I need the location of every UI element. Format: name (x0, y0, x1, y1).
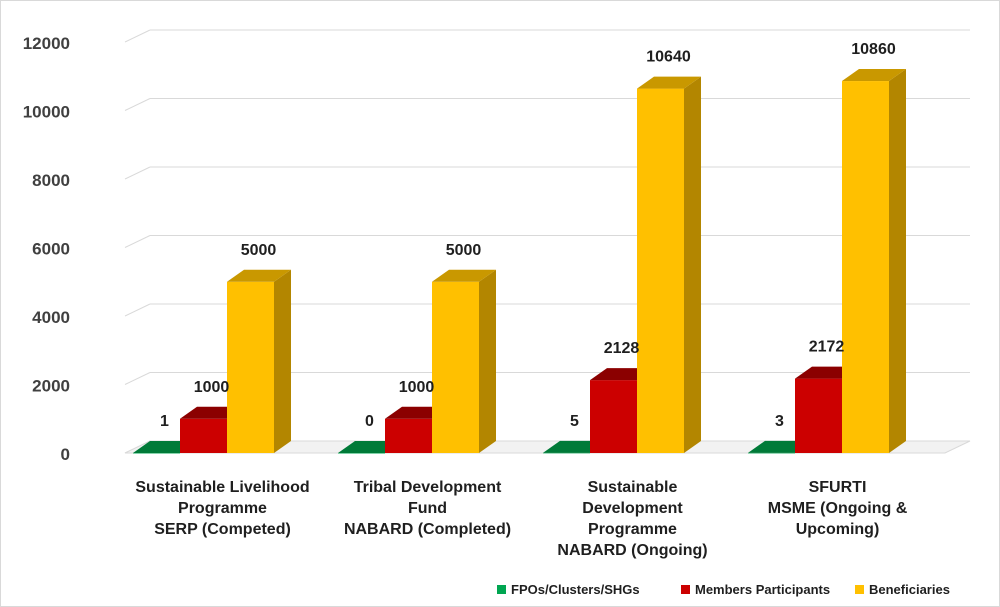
bar-top (637, 76, 701, 89)
gridline-edge (124, 29, 151, 43)
category-label-line: MSME (Ongoing & (768, 500, 908, 517)
data-label: 5000 (446, 242, 482, 259)
bars (133, 69, 906, 454)
bar (432, 269, 496, 453)
bar-front (842, 81, 889, 454)
category-label-line: Development (582, 500, 683, 517)
bar-front (432, 281, 479, 453)
y-tick-label: 8000 (32, 171, 70, 190)
data-label: 2172 (809, 339, 845, 356)
category-label: SFURTI MSME (Ongoing & Upcoming) (768, 479, 908, 538)
gridline-edge (124, 98, 151, 111)
bar (227, 269, 291, 453)
legend-item: Beneficiaries (855, 582, 950, 597)
y-tick-label: 10000 (23, 103, 70, 122)
bar-top (227, 269, 291, 282)
category-labels: Sustainable Livelihood Programme SERP (Com… (135, 479, 907, 559)
bar-side (684, 76, 701, 453)
legend-swatch (497, 585, 506, 594)
gridline-edge (124, 372, 151, 385)
bar-front (133, 452, 180, 454)
gridline-edge (124, 303, 151, 317)
legend-swatch (855, 585, 864, 594)
data-label: 1000 (194, 379, 230, 396)
data-label: 1000 (399, 379, 435, 396)
legend-item: Members Participants (681, 582, 830, 597)
gridline-edge (124, 166, 151, 180)
legend-label: Members Participants (695, 582, 830, 597)
legend-label: FPOs/Clusters/SHGs (511, 582, 640, 597)
y-tick-label: 12000 (23, 34, 70, 53)
gridline-edge (124, 235, 151, 248)
legend: FPOs/Clusters/SHGs Members Participants Be… (497, 582, 950, 597)
category-label: Sustainable Development Programme NABARD (O… (557, 479, 707, 559)
bar-front (338, 453, 385, 454)
category-label-line: Tribal Development (354, 479, 502, 496)
category-label-line: SFURTI (809, 479, 867, 496)
y-tick-label: 0 (61, 445, 70, 464)
y-axis-ticks: 0 2000 4000 6000 8000 10000 12000 (23, 34, 70, 464)
bar-top (432, 269, 496, 282)
bar-front (637, 88, 684, 453)
data-label: 2128 (604, 340, 640, 357)
bar-front (385, 418, 432, 453)
category-label-line: SERP (Competed) (154, 521, 291, 538)
bar-front (590, 380, 637, 453)
bar-side (889, 69, 906, 454)
legend-label: Beneficiaries (869, 582, 950, 597)
category-label-line: Sustainable (588, 479, 678, 496)
category-label-line: Programme (178, 500, 267, 517)
bar (842, 69, 906, 454)
y-tick-label: 4000 (32, 308, 70, 327)
bar-front (543, 452, 590, 454)
bar-front (748, 452, 795, 454)
category-label-line: NABARD (Completed) (344, 521, 511, 538)
category-label: Tribal Development Fund NABARD (Completed) (344, 479, 511, 538)
category-label-line: Upcoming) (796, 521, 880, 538)
category-label-line: Programme (588, 521, 677, 538)
y-tick-label: 6000 (32, 240, 70, 259)
category-label-line: NABARD (Ongoing) (557, 542, 707, 559)
data-label: 1 (160, 413, 169, 430)
data-label: 3 (775, 413, 784, 430)
category-label: Sustainable Livelihood Programme SERP (Com… (135, 479, 309, 538)
bar-top (842, 69, 906, 82)
category-label-line: Fund (408, 500, 447, 517)
bar (637, 76, 701, 453)
category-label-line: Sustainable Livelihood (135, 479, 309, 496)
bar-side (479, 269, 496, 453)
data-label: 10860 (851, 41, 896, 58)
legend-item: FPOs/Clusters/SHGs (497, 582, 640, 597)
data-label: 5000 (241, 242, 277, 259)
data-labels: 1 1000 5000 0 1000 5000 5 2128 10640 3 2172 10860 (160, 41, 896, 430)
legend-swatch (681, 585, 690, 594)
y-tick-label: 2000 (32, 377, 70, 396)
data-label: 5 (570, 413, 579, 430)
bar-front (795, 378, 842, 453)
bar-front (180, 418, 227, 453)
data-label: 0 (365, 413, 374, 430)
bar-side (274, 269, 291, 453)
data-label: 10640 (646, 49, 691, 66)
bar-front (227, 281, 274, 453)
